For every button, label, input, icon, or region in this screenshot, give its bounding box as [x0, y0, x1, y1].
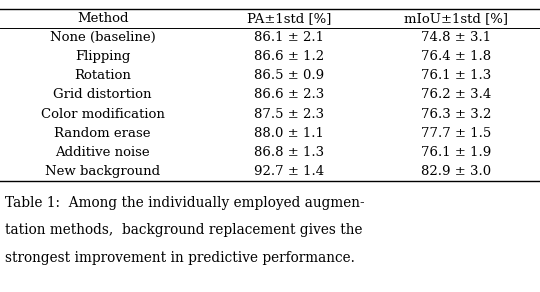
- Text: PA±1std [%]: PA±1std [%]: [247, 12, 331, 25]
- Text: 86.8 ± 1.3: 86.8 ± 1.3: [254, 146, 324, 159]
- Text: Table 1:  Among the individually employed augmen-: Table 1: Among the individually employed…: [5, 196, 365, 210]
- Text: 77.7 ± 1.5: 77.7 ± 1.5: [421, 127, 491, 140]
- Text: 76.4 ± 1.8: 76.4 ± 1.8: [421, 50, 491, 63]
- Text: 86.6 ± 1.2: 86.6 ± 1.2: [254, 50, 324, 63]
- Text: Grid distortion: Grid distortion: [53, 88, 152, 101]
- Text: Additive noise: Additive noise: [55, 146, 150, 159]
- Text: Method: Method: [77, 12, 129, 25]
- Text: 74.8 ± 3.1: 74.8 ± 3.1: [421, 31, 491, 44]
- Text: tation methods,  background replacement gives the: tation methods, background replacement g…: [5, 223, 363, 237]
- Text: mIoU±1std [%]: mIoU±1std [%]: [404, 12, 508, 25]
- Text: 76.2 ± 3.4: 76.2 ± 3.4: [421, 88, 491, 101]
- Text: 86.1 ± 2.1: 86.1 ± 2.1: [254, 31, 324, 44]
- Text: Random erase: Random erase: [55, 127, 151, 140]
- Text: Rotation: Rotation: [74, 69, 131, 82]
- Text: 86.5 ± 0.9: 86.5 ± 0.9: [254, 69, 324, 82]
- Text: 87.5 ± 2.3: 87.5 ± 2.3: [254, 107, 324, 121]
- Text: 86.6 ± 2.3: 86.6 ± 2.3: [254, 88, 324, 101]
- Text: 76.3 ± 3.2: 76.3 ± 3.2: [421, 107, 491, 121]
- Text: Color modification: Color modification: [40, 107, 165, 121]
- Text: 82.9 ± 3.0: 82.9 ± 3.0: [421, 165, 491, 178]
- Text: 92.7 ± 1.4: 92.7 ± 1.4: [254, 165, 324, 178]
- Text: Flipping: Flipping: [75, 50, 130, 63]
- Text: 76.1 ± 1.3: 76.1 ± 1.3: [421, 69, 491, 82]
- Text: None (baseline): None (baseline): [50, 31, 156, 44]
- Text: New background: New background: [45, 165, 160, 178]
- Text: 76.1 ± 1.9: 76.1 ± 1.9: [421, 146, 491, 159]
- Text: 88.0 ± 1.1: 88.0 ± 1.1: [254, 127, 324, 140]
- Text: strongest improvement in predictive performance.: strongest improvement in predictive perf…: [5, 251, 355, 265]
